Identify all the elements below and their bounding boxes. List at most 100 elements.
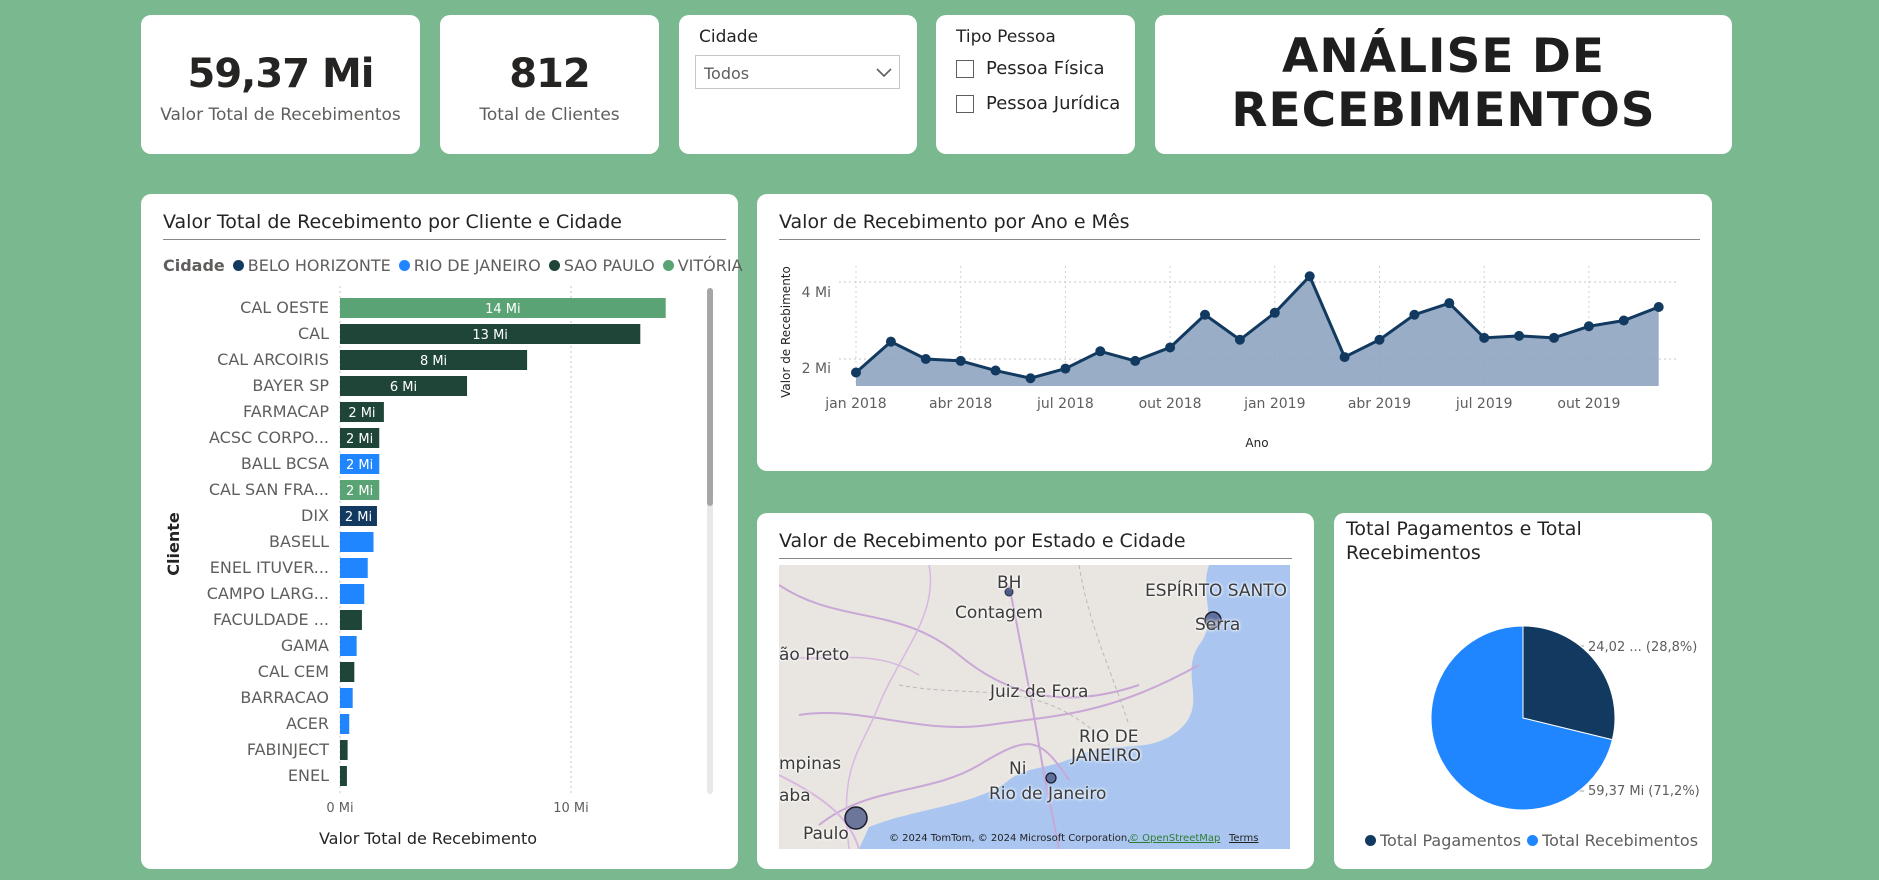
- data-label: 8 Mi: [420, 354, 447, 369]
- pie-slice[interactable]: [1522, 625, 1616, 741]
- bar[interactable]: [340, 428, 380, 448]
- slicer-tipo-pessoa: Tipo Pessoa Pessoa Física Pessoa Jurídic…: [936, 15, 1135, 154]
- bar[interactable]: [340, 740, 348, 760]
- kpi-card-valor-total[interactable]: 59,37 Mi Valor Total de Recebimentos: [141, 15, 420, 154]
- data-point[interactable]: [851, 367, 861, 378]
- data-point[interactable]: [1165, 342, 1176, 353]
- option-label: Pessoa Física: [986, 58, 1105, 79]
- data-point[interactable]: [885, 336, 896, 347]
- x-tick-label: 0 Mi: [326, 801, 353, 816]
- data-point[interactable]: [1095, 346, 1106, 357]
- data-point[interactable]: [1200, 309, 1210, 320]
- pie-chart-plot: 24,02 ... (28,8%) 59,37 Mi (71,2%): [1430, 625, 1700, 811]
- page-title-line-2: RECEBIMENTOS: [1231, 83, 1656, 138]
- data-point[interactable]: [1234, 334, 1245, 345]
- bar[interactable]: [340, 324, 641, 344]
- data-point[interactable]: [1304, 271, 1315, 282]
- map-terms-link[interactable]: Terms: [1229, 833, 1259, 844]
- map-bubble-serra[interactable]: [1204, 611, 1222, 629]
- area-fill: [856, 276, 1659, 386]
- x-tick-label: jul 2019: [1455, 396, 1513, 412]
- kpi-card-total-clientes[interactable]: 812 Total de Clientes: [440, 15, 659, 154]
- legend-item-rio-de-janeiro[interactable]: RIO DE JANEIRO: [398, 256, 541, 275]
- bar[interactable]: [340, 610, 362, 630]
- legend-label: Total Pagamentos: [1380, 831, 1522, 850]
- option-pessoa-fisica[interactable]: Pessoa Física: [956, 58, 1104, 79]
- data-point[interactable]: [1479, 332, 1490, 343]
- option-label: Pessoa Jurídica: [986, 93, 1121, 114]
- data-point[interactable]: [1130, 355, 1141, 366]
- bar[interactable]: [340, 402, 384, 422]
- checkbox[interactable]: [956, 59, 974, 78]
- data-point[interactable]: [1444, 298, 1455, 309]
- bar[interactable]: [340, 584, 365, 604]
- slicer-cidade: Cidade Todos: [679, 15, 917, 154]
- slicer-title: Tipo Pessoa: [956, 27, 1056, 47]
- visual-title: Valor Total de Recebimento por Cliente e…: [163, 211, 622, 233]
- data-label: 2 Mi: [346, 432, 373, 447]
- bar[interactable]: [340, 714, 350, 734]
- bar[interactable]: [340, 298, 666, 318]
- map-canvas[interactable]: BH Contagem ESPÍRITO SANTO Serra ão Pret…: [779, 565, 1290, 849]
- data-label: 2 Mi: [348, 406, 375, 421]
- data-point[interactable]: [955, 355, 966, 366]
- cidade-dropdown[interactable]: Todos: [695, 55, 900, 89]
- data-point[interactable]: [1653, 302, 1664, 313]
- legend-item-belo-horizonte[interactable]: BELO HORIZONTE: [232, 256, 391, 275]
- data-point[interactable]: [1514, 330, 1525, 341]
- bar[interactable]: [340, 350, 528, 370]
- bar[interactable]: [340, 376, 468, 396]
- legend-item-total-recebimentos[interactable]: Total Recebimentos: [1527, 831, 1698, 850]
- kpi-value: 59,37 Mi: [187, 51, 375, 97]
- pie-slice[interactable]: [1430, 625, 1613, 811]
- data-point[interactable]: [1025, 373, 1036, 384]
- legend-item-vitoria[interactable]: VITÓRIA: [662, 256, 743, 275]
- data-point[interactable]: [1374, 334, 1385, 345]
- legend-item-total-pagamentos[interactable]: Total Pagamentos: [1365, 831, 1521, 850]
- data-point[interactable]: [1409, 309, 1420, 320]
- bar[interactable]: [340, 558, 368, 578]
- y-tick-label: CAL CEM: [258, 662, 329, 681]
- bar[interactable]: [340, 506, 377, 526]
- map-attribution-link[interactable]: © OpenStreetMap: [1129, 833, 1221, 844]
- legend-item-sao-paulo[interactable]: SAO PAULO: [548, 256, 655, 275]
- map-bubble-rio[interactable]: [1045, 772, 1057, 784]
- page-title-card: ANÁLISE DE RECEBIMENTOS: [1155, 15, 1732, 154]
- data-point[interactable]: [1060, 363, 1071, 374]
- bar[interactable]: [340, 766, 347, 786]
- legend-dot: [662, 260, 674, 271]
- bar[interactable]: [340, 532, 374, 552]
- data-point[interactable]: [1549, 332, 1559, 343]
- visual-title: Valor de Recebimento por Estado e Cidade: [779, 530, 1186, 552]
- map-label-juiz-de-fora: Juiz de Fora: [990, 682, 1089, 702]
- bar[interactable]: [340, 662, 355, 682]
- map-card: Valor de Recebimento por Estado e Cidade…: [757, 513, 1314, 869]
- data-point[interactable]: [920, 354, 931, 364]
- data-point[interactable]: [1618, 315, 1629, 326]
- bar[interactable]: [340, 688, 353, 708]
- line-chart-plot: Valor de Recebimento Ano 2 Mi 4 Mi jan 2…: [779, 266, 1677, 450]
- bar[interactable]: [340, 480, 380, 500]
- y-tick-label: ENEL ITUVER...: [210, 558, 329, 577]
- legend-dot: [232, 260, 244, 271]
- bar[interactable]: [340, 636, 357, 656]
- map-bubble-sao-paulo[interactable]: [844, 806, 868, 830]
- option-pessoa-juridica[interactable]: Pessoa Jurídica: [956, 93, 1120, 114]
- data-point[interactable]: [990, 365, 1001, 376]
- checkbox[interactable]: [956, 94, 974, 113]
- visual-title: Valor de Recebimento por Ano e Mês: [779, 211, 1130, 233]
- scrollbar-thumb[interactable]: [707, 288, 713, 506]
- dropdown-value: Todos: [704, 64, 750, 83]
- page-title-line-1: ANÁLISE DE: [1282, 29, 1605, 84]
- data-point[interactable]: [1583, 321, 1594, 332]
- bar[interactable]: [340, 454, 380, 474]
- x-tick-label: out 2019: [1557, 396, 1620, 412]
- y-tick-label: DIX: [301, 506, 329, 525]
- map-bubble-bh[interactable]: [1004, 587, 1014, 597]
- map-label-ribeirao-preto: ão Preto: [779, 645, 850, 665]
- data-point[interactable]: [1339, 352, 1350, 363]
- visual-title-line-1: Total Pagamentos e Total: [1346, 518, 1582, 540]
- legend-label: BELO HORIZONTE: [247, 256, 391, 275]
- data-label: 13 Mi: [472, 328, 508, 343]
- data-point[interactable]: [1269, 307, 1280, 318]
